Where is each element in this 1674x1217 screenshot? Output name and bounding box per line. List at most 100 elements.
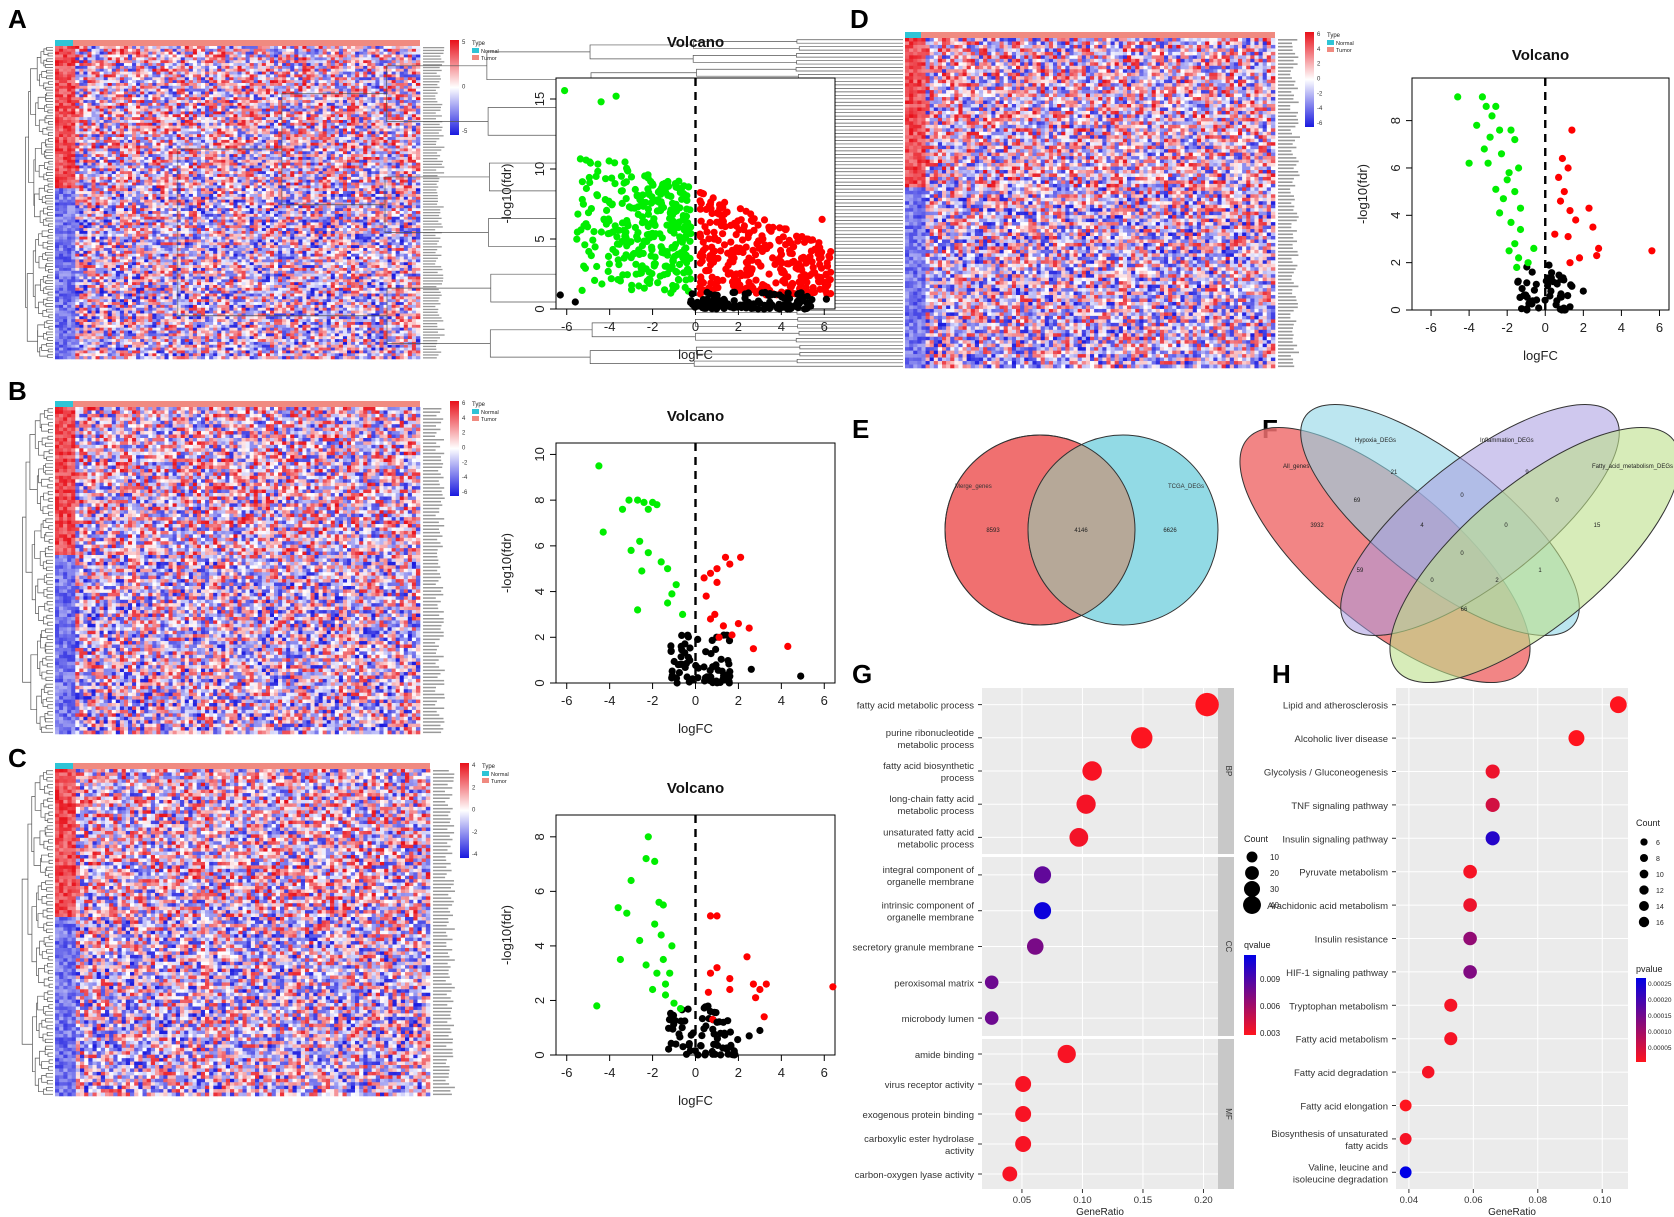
facet-strip-label: BP (1224, 766, 1233, 777)
volcano-point-down (667, 209, 674, 216)
volcano-point-ns (767, 291, 774, 298)
volcano-point-ns (698, 1042, 705, 1049)
volcano-point-up (743, 208, 750, 215)
volcano-point-down (586, 158, 593, 165)
x-tick-label: -4 (1463, 320, 1475, 335)
volcano-point-up (713, 219, 720, 226)
volcano-point-down (598, 280, 605, 287)
x-tick-label: 2 (735, 1065, 742, 1080)
volcano-point-down (580, 201, 587, 208)
volcano-point-down (679, 254, 686, 261)
size-legend-label: 8 (1656, 856, 1660, 863)
volcano-point-up (738, 216, 745, 223)
color-legend-tick: 0.00010 (1648, 1029, 1672, 1036)
volcano-title: Volcano (667, 780, 724, 797)
volcano-ylabel: -log10(fdr) (499, 905, 514, 965)
volcano-point-ns (572, 298, 579, 305)
x-tick-label: 4 (778, 319, 785, 334)
heatmap-scale-tick: 2 (1317, 62, 1321, 68)
dot-mark (1568, 730, 1584, 746)
term-label: peroxisomal matrix (894, 978, 974, 989)
size-legend-title: Count (1244, 834, 1269, 844)
term-label: activity (945, 1146, 974, 1157)
color-legend-tick: 0.00020 (1648, 997, 1672, 1004)
term-label: fatty acid metabolic process (857, 701, 974, 712)
volcano-point-down (652, 230, 659, 237)
heatmap-scale-tick: 4 (1317, 47, 1321, 53)
volcano-point-ns (688, 297, 695, 304)
size-legend-dot (1244, 881, 1260, 897)
volcano-point-up (769, 224, 776, 231)
heatmap-scale-tick: -2 (1317, 91, 1323, 97)
color-legend-tick: 0.009 (1260, 975, 1281, 984)
panel-label-B: B (8, 376, 27, 406)
volcano-point-up (755, 222, 762, 229)
x-tick-label: 0.04 (1400, 1195, 1419, 1206)
volcano-point-down (1496, 209, 1503, 216)
size-legend-label: 16 (1656, 920, 1664, 927)
volcano-point-up (698, 218, 705, 225)
color-legend-bar (1244, 955, 1256, 1035)
type-bar-normal (55, 763, 73, 769)
volcano-point-ns (1558, 306, 1565, 313)
volcano-point-ns (679, 1043, 686, 1050)
venn-label-inflammation: Inflammation_DEGs (1480, 438, 1534, 444)
venn-region-count: 59 (1357, 568, 1364, 574)
volcano-point-ns (675, 661, 682, 668)
volcano-point-up (750, 981, 757, 988)
y-tick-label: 2 (532, 997, 547, 1004)
venn-label-all-genes: All_genes (1283, 464, 1309, 470)
volcano-point-up (756, 986, 763, 993)
volcano-point-ns (707, 673, 714, 680)
volcano-point-down (645, 833, 652, 840)
volcano-point-up (714, 255, 721, 262)
volcano-point-up (826, 254, 833, 261)
volcano-point-down (645, 189, 652, 196)
term-label: amide binding (915, 1050, 974, 1061)
volcano-point-ns (709, 301, 716, 308)
volcano-point-ns (756, 1027, 763, 1034)
volcano-ylabel: -log10(fdr) (499, 164, 514, 224)
volcano-point-down (626, 203, 633, 210)
venn-label-fatty-acid: Fatty_acid_metabolism_DEGs (1592, 464, 1673, 470)
volcano-point-up (815, 243, 822, 250)
dot-mark (1463, 865, 1477, 879)
term-label: metabolic process (897, 839, 974, 850)
volcano-point-ns (1523, 279, 1530, 286)
y-tick-label: 5 (532, 235, 547, 242)
volcano-point-down (579, 178, 586, 185)
volcano-point-down (606, 260, 613, 267)
panel-label-D: D (850, 4, 869, 34)
heatmap-row-labels (433, 770, 455, 1095)
volcano-point-down (1511, 240, 1518, 247)
heatmap-legend-title: Type (472, 41, 486, 47)
term-label: fatty acids (1345, 1141, 1388, 1152)
term-label: organelle membrane (887, 913, 974, 924)
dot-mark (1015, 1106, 1031, 1122)
term-label: unsaturated fatty acid (883, 827, 974, 838)
volcano-point-down (632, 186, 639, 193)
volcano-point-down (1481, 145, 1488, 152)
venn-label-tcga: TCGA_DEGs (1168, 484, 1204, 490)
volcano-point-down (1511, 136, 1518, 143)
volcano-point-up (724, 209, 731, 216)
volcano-point-up (823, 271, 830, 278)
dot-mark (985, 1011, 999, 1025)
volcano-point-ns (667, 1010, 674, 1017)
volcano-point-down (632, 224, 639, 231)
volcano-point-down (561, 87, 568, 94)
volcano-point-down (1466, 160, 1473, 167)
x-tick-label: 0.10 (1593, 1195, 1612, 1206)
volcano-point-ns (729, 289, 736, 296)
heatmap-scale-tick: 0 (462, 85, 466, 91)
venn-label-merge: Merge_genes (955, 484, 992, 490)
volcano-point-down (593, 263, 600, 270)
dot-mark (1400, 1166, 1412, 1178)
volcano-point-ns (794, 301, 801, 308)
x-tick-label: 2 (735, 319, 742, 334)
volcano-point-up (757, 262, 764, 269)
legend-tumor-label: Tumor (491, 779, 507, 785)
